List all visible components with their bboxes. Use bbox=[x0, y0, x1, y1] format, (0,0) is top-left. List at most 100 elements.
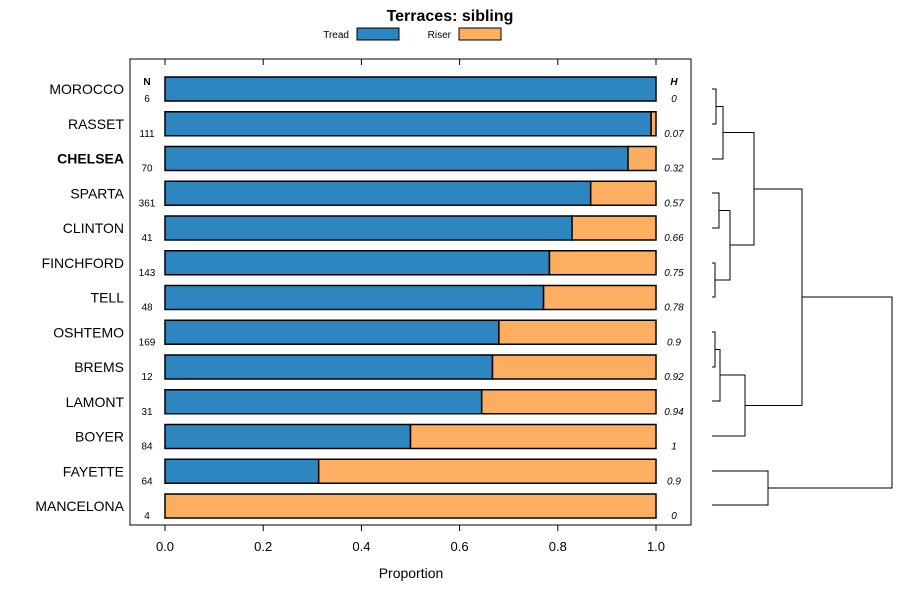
n-value: 4 bbox=[144, 511, 150, 522]
bar-tread bbox=[164, 76, 657, 102]
dendrogram-branch-boyer bbox=[712, 374, 746, 437]
n-value: 48 bbox=[141, 303, 153, 314]
n-value: 361 bbox=[139, 198, 156, 209]
category-label: CLINTON bbox=[63, 220, 124, 236]
category-label: OSHTEMO bbox=[53, 324, 124, 340]
category-label: SPARTA bbox=[70, 185, 124, 201]
dendrogram-branch-oshtemo-brems bbox=[712, 331, 716, 368]
h-value: 0.07 bbox=[664, 129, 684, 140]
x-tick-label: 0.4 bbox=[352, 539, 370, 554]
h-value: 1 bbox=[671, 442, 677, 453]
h-value: 0.32 bbox=[664, 164, 684, 175]
legend-label-tread: Tread bbox=[323, 30, 349, 41]
n-value: 31 bbox=[141, 407, 153, 418]
legend: Tread Riser bbox=[323, 27, 502, 41]
bar-riser bbox=[491, 354, 657, 380]
dendrogram-branch-morocco-rasset bbox=[712, 88, 717, 125]
x-axis: 0.0 0.2 0.4 0.6 0.8 1.0 bbox=[156, 525, 665, 554]
row-mancelona: MANCELONA 4 0 bbox=[35, 493, 677, 522]
n-value: 12 bbox=[141, 372, 153, 383]
bar-riser bbox=[542, 284, 657, 311]
bar-tread bbox=[164, 389, 483, 415]
bar-tread bbox=[164, 111, 652, 137]
x-tick-label: 0.2 bbox=[254, 539, 272, 554]
row-tell: TELL 48 0.78 bbox=[91, 284, 684, 314]
h-value: 0.9 bbox=[667, 476, 681, 487]
dendrogram-branch-finchford-tell bbox=[712, 262, 716, 298]
bar-riser bbox=[627, 145, 657, 172]
n-value: 70 bbox=[141, 164, 153, 175]
bar-tread bbox=[164, 250, 551, 276]
row-sparta: SPARTA 361 0.57 bbox=[70, 180, 684, 209]
top-axis-ticks bbox=[164, 59, 657, 65]
h-value: 0.57 bbox=[664, 198, 684, 209]
row-rasset: RASSET 111 0.07 bbox=[68, 111, 684, 140]
h-value: 0 bbox=[671, 511, 677, 522]
chart-rows: MOROCCO 6 0 RASSET 111 0.07 CHELSEA 70 0.32 SPART… bbox=[35, 76, 684, 522]
h-value: 0.92 bbox=[664, 372, 684, 383]
bar-riser bbox=[650, 111, 657, 137]
h-value: 0.66 bbox=[664, 233, 684, 244]
n-value: 143 bbox=[139, 268, 156, 279]
dendrogram-branch-sparta-clinton bbox=[712, 192, 720, 229]
bar-riser bbox=[409, 423, 657, 450]
legend-label-riser: Riser bbox=[428, 30, 452, 41]
dendrogram-branch-lamont bbox=[712, 349, 721, 402]
row-fayette: FAYETTE 64 0.9 bbox=[63, 458, 681, 487]
bar-tread bbox=[164, 284, 545, 311]
n-value: 64 bbox=[141, 476, 153, 487]
category-label: CHELSEA bbox=[57, 151, 124, 167]
dendrogram-branch-fayette-mancelona bbox=[712, 470, 769, 506]
n-header: N bbox=[143, 77, 150, 88]
bar-tread bbox=[164, 354, 494, 380]
legend-swatch-riser bbox=[458, 27, 502, 41]
row-clinton: CLINTON 41 0.66 bbox=[63, 215, 684, 244]
bar-tread bbox=[164, 145, 629, 172]
category-label: MANCELONA bbox=[35, 498, 124, 514]
dendrogram-branch-root bbox=[768, 296, 893, 489]
row-oshtemo: OSHTEMO 169 0.9 bbox=[53, 319, 681, 348]
plot-frame bbox=[129, 58, 692, 526]
bar-riser bbox=[164, 493, 657, 519]
bar-riser bbox=[498, 319, 657, 345]
row-chelsea: CHELSEA 70 0.32 bbox=[57, 145, 684, 175]
category-label: FAYETTE bbox=[63, 463, 124, 479]
n-value: 169 bbox=[139, 337, 156, 348]
n-value: 6 bbox=[144, 94, 150, 105]
bar-tread bbox=[164, 180, 592, 206]
x-tick-label: 0.0 bbox=[156, 539, 174, 554]
dendrogram-branch-sparta-tell bbox=[715, 210, 731, 281]
category-label: RASSET bbox=[68, 116, 124, 132]
bar-tread bbox=[164, 423, 412, 450]
n-value: 84 bbox=[141, 442, 153, 453]
h-value: 0.94 bbox=[664, 407, 684, 418]
bar-riser bbox=[548, 250, 657, 276]
row-brems: BREMS 12 0.92 bbox=[74, 354, 684, 383]
category-label: FINCHFORD bbox=[42, 255, 124, 271]
category-label: MOROCCO bbox=[49, 81, 124, 97]
category-label: BREMS bbox=[74, 359, 124, 375]
x-tick-label: 0.8 bbox=[549, 539, 567, 554]
n-value: 41 bbox=[141, 233, 153, 244]
bar-riser bbox=[571, 215, 657, 241]
bar-tread bbox=[164, 458, 320, 484]
h-value: 0.78 bbox=[664, 303, 684, 314]
h-value: 0.75 bbox=[664, 268, 684, 279]
category-label: BOYER bbox=[75, 429, 124, 445]
category-label: TELL bbox=[91, 290, 125, 306]
h-value: 0.9 bbox=[667, 337, 681, 348]
h-value: 0 bbox=[671, 94, 677, 105]
category-label: LAMONT bbox=[66, 394, 125, 410]
dendrogram bbox=[712, 88, 893, 506]
bar-tread bbox=[164, 319, 500, 345]
h-header: H bbox=[670, 77, 678, 88]
dendrogram-branch-chelsea bbox=[712, 106, 724, 160]
chart-title: Terraces: sibling bbox=[387, 8, 514, 25]
x-axis-label: Proportion bbox=[379, 565, 444, 581]
x-tick-label: 0.6 bbox=[451, 539, 469, 554]
bar-riser bbox=[317, 458, 657, 484]
row-boyer: BOYER 84 1 bbox=[75, 423, 677, 453]
legend-swatch-tread bbox=[356, 27, 400, 41]
bar-riser bbox=[589, 180, 657, 206]
